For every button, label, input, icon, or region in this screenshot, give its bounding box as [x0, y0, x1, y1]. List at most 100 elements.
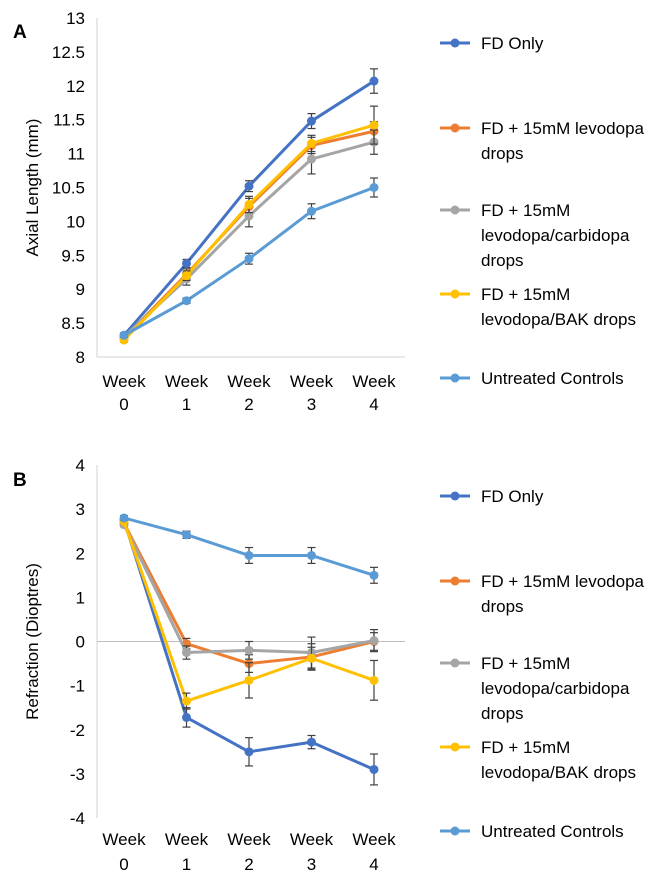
data-point — [182, 296, 191, 306]
data-point — [369, 183, 379, 192]
legend-label: levodopa/carbidopa — [481, 226, 630, 245]
data-point — [244, 181, 254, 191]
data-point — [307, 653, 316, 663]
legend-label: FD + 15mM — [481, 201, 570, 220]
x-tick-label: 1 — [182, 395, 191, 414]
y-tick-label: -3 — [70, 765, 85, 784]
legend-marker — [450, 205, 460, 215]
data-point — [244, 675, 254, 685]
data-point — [307, 206, 316, 216]
x-tick-label: Week — [352, 830, 396, 849]
y-axis-title: Refraction (Dioptres) — [23, 563, 42, 720]
x-tick-label: Week — [102, 372, 146, 391]
series-line — [122, 129, 375, 340]
y-tick-label: 11 — [67, 145, 85, 164]
y-tick-label: 9 — [76, 280, 85, 299]
legend-label: levodopa/carbidopa — [481, 679, 630, 698]
data-point — [182, 530, 191, 540]
x-tick-label: 0 — [119, 855, 128, 874]
data-point — [369, 636, 379, 646]
data-point — [369, 764, 379, 774]
y-tick-label: 2 — [76, 544, 85, 563]
chart-panel-b: B -4 -3 -2 -1 0 1 2 3 4 Refraction (Dioptres) Week 0… — [13, 456, 645, 874]
legend-label: FD Only — [481, 34, 544, 53]
series-4 — [119, 177, 379, 340]
data-point — [244, 254, 254, 264]
x-tick-label: Week — [290, 372, 334, 391]
y-tick-label: 12.5 — [52, 43, 85, 62]
legend-label: FD + 15mM levodopa — [481, 572, 645, 591]
data-point — [119, 513, 129, 523]
x-tick-label: 3 — [307, 855, 316, 874]
y-tick-label: 0 — [76, 633, 85, 652]
legend-marker — [450, 289, 460, 299]
data-point — [307, 154, 316, 164]
y-tick-label: 4 — [76, 456, 85, 475]
x-tick-label: Week — [165, 830, 209, 849]
legend-marker — [450, 658, 460, 668]
x-tick-label: Week — [290, 830, 334, 849]
data-point — [369, 675, 379, 685]
series-2 — [119, 520, 379, 669]
y-tick-label: 11.5 — [53, 111, 85, 130]
series-3 — [119, 516, 379, 710]
y-tick-label: -2 — [70, 721, 85, 740]
legend-marker — [450, 742, 460, 752]
legend-marker — [450, 491, 460, 501]
data-point — [119, 330, 129, 340]
y-tick-label: 3 — [76, 500, 85, 519]
data-point — [307, 737, 316, 747]
x-tick-label: Week — [227, 372, 271, 391]
x-tick-label: 3 — [307, 395, 316, 414]
y-axis-title: Axial Length (mm) — [23, 119, 42, 257]
series-line — [122, 140, 375, 338]
data-point — [182, 258, 191, 268]
legend-label: FD + 15mM — [481, 654, 570, 673]
x-tick-label: 4 — [369, 855, 378, 874]
legend-label: Untreated Controls — [481, 369, 624, 388]
series-2 — [119, 129, 379, 342]
data-point — [182, 271, 191, 281]
x-tick-label: 0 — [119, 395, 128, 414]
legend-label: drops — [481, 251, 524, 270]
data-point — [182, 648, 191, 658]
legend-label: FD Only — [481, 487, 544, 506]
data-point — [244, 550, 254, 560]
legend-label: drops — [481, 704, 524, 723]
data-point — [307, 116, 316, 126]
series-line — [123, 516, 375, 577]
legend-entry: FD Only — [440, 34, 544, 53]
legend-entry: Untreated Controls — [440, 369, 624, 388]
x-tick-label: Week — [165, 372, 209, 391]
data-point — [307, 138, 316, 148]
series-3 — [119, 105, 379, 345]
data-point — [244, 747, 254, 757]
x-tick-label: 4 — [369, 395, 378, 414]
x-tick-label: Week — [227, 830, 271, 849]
y-tick-label: 8 — [76, 348, 85, 367]
y-tick-label: -1 — [70, 677, 85, 696]
y-tick-label: 9.5 — [61, 246, 85, 265]
legend-label: FD + 15mM levodopa — [481, 119, 645, 138]
legend-label: FD + 15mM — [481, 738, 570, 757]
y-tick-label: 10 — [66, 212, 85, 231]
panel-label: B — [13, 470, 27, 491]
y-tick-label: 10.5 — [52, 179, 85, 198]
legend-label: drops — [481, 144, 524, 163]
legend-entry: FD Only — [440, 487, 544, 506]
panel-label: A — [13, 22, 27, 43]
y-tick-label: -4 — [70, 809, 85, 828]
series-1 — [119, 121, 379, 343]
y-tick-label: 8.5 — [61, 314, 85, 333]
data-point — [369, 76, 379, 86]
legend-entry: FD + 15mM levodopa drops — [440, 119, 645, 163]
data-point — [182, 712, 191, 722]
legend-entry: FD + 15mM levodopa/BAK drops — [440, 285, 636, 329]
x-tick-label: 2 — [244, 395, 253, 414]
data-point — [369, 120, 379, 130]
legend-entry: Untreated Controls — [440, 822, 624, 841]
legend-label: levodopa/BAK drops — [481, 310, 636, 329]
legend-entry: FD + 15mM levodopa/carbidopa drops — [440, 201, 630, 270]
legend-entry: FD + 15mM levodopa/carbidopa drops — [440, 654, 630, 723]
